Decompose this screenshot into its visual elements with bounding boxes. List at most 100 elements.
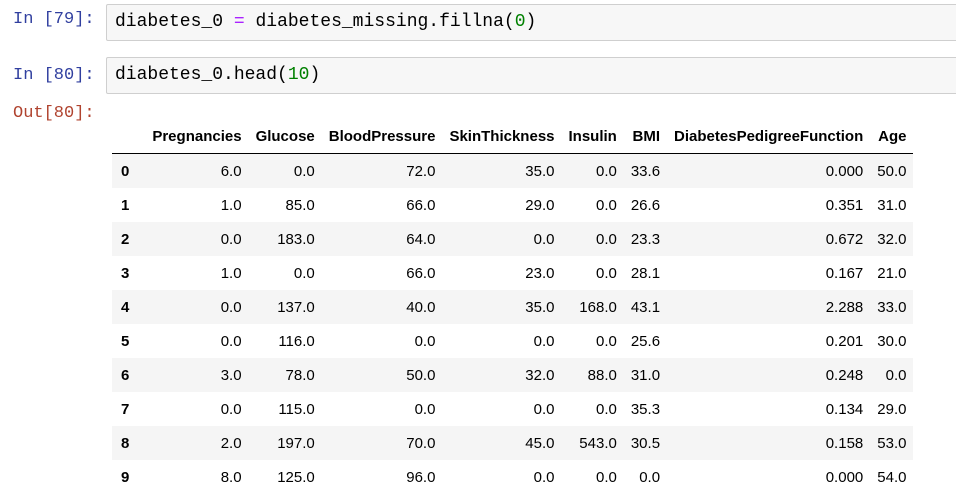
cell-glucose: 137.0 xyxy=(277,298,315,316)
cell-bmi: 30.5 xyxy=(630,434,661,452)
cell-skinthickness: 35.0 xyxy=(525,162,555,180)
code-paren: ) xyxy=(309,65,321,85)
code-operator: = xyxy=(233,12,245,32)
cell-glucose: 0.0 xyxy=(293,162,315,180)
cell-skinthickness: 29.0 xyxy=(525,196,555,214)
cell-bmi: 23.3 xyxy=(630,230,661,248)
table-row: 9 8.0 125.0 96.0 0.0 0.0 0.0 0.000 54.0 xyxy=(112,460,914,494)
cell-glucose: 125.0 xyxy=(277,468,315,486)
cell-diabetespedigreefunction: 0.351 xyxy=(825,196,864,214)
row-index: 7 xyxy=(121,400,130,418)
cell-pregnancies: 0.0 xyxy=(220,400,242,418)
cell-insulin: 0.0 xyxy=(595,196,617,214)
table-row: 6 3.0 78.0 50.0 32.0 88.0 31.0 0.248 0.0 xyxy=(112,358,914,392)
cell-glucose: 115.0 xyxy=(278,400,315,418)
cell-glucose: 78.0 xyxy=(285,366,315,384)
cell-insulin: 0.0 xyxy=(595,264,617,282)
column-header-diabetespedigreefunction: DiabetesPedigreeFunction xyxy=(667,120,871,154)
cell-skinthickness: 0.0 xyxy=(533,230,555,248)
table-body: 0 6.0 0.0 72.0 35.0 0.0 33.6 0.000 50.0 1 1.0 85.0 6… xyxy=(112,153,914,494)
row-index: 1 xyxy=(121,196,130,214)
row-index: 2 xyxy=(121,230,130,248)
code-call: diabetes_0.head( xyxy=(115,65,288,85)
code-cell-80[interactable]: diabetes_0.head(10) xyxy=(106,57,956,94)
cell-bmi: 0.0 xyxy=(639,468,661,486)
table-row: 8 2.0 197.0 70.0 45.0 543.0 30.5 0.158 53.0 xyxy=(112,426,914,460)
row-index: 9 xyxy=(121,468,130,486)
cell-age: 21.0 xyxy=(877,264,907,282)
code-call: diabetes_missing.fillna( xyxy=(255,12,515,32)
row-index: 8 xyxy=(121,434,130,452)
cell-glucose: 85.0 xyxy=(285,196,315,214)
cell-bmi: 31.0 xyxy=(630,366,661,384)
cell-pregnancies: 6.0 xyxy=(220,162,242,180)
cell-bmi: 33.6 xyxy=(630,162,661,180)
cell-bmi: 28.1 xyxy=(630,264,661,282)
cell-diabetespedigreefunction: 0.158 xyxy=(825,434,864,452)
cell-diabetespedigreefunction: 0.000 xyxy=(825,468,864,486)
cell-age: 29.0 xyxy=(877,400,907,418)
table-row: 0 6.0 0.0 72.0 35.0 0.0 33.6 0.000 50.0 xyxy=(112,153,914,188)
cell-age: 30.0 xyxy=(877,332,907,350)
cell-bloodpressure: 0.0 xyxy=(414,400,436,418)
table-row: 2 0.0 183.0 64.0 0.0 0.0 23.3 0.672 32.0 xyxy=(112,222,914,256)
cell-diabetespedigreefunction: 0.248 xyxy=(825,366,864,384)
cell-age: 50.0 xyxy=(877,162,907,180)
cell-age: 33.0 xyxy=(877,298,907,316)
cell-diabetespedigreefunction: 0.000 xyxy=(825,162,864,180)
column-header-age: Age xyxy=(870,120,914,154)
row-index: 6 xyxy=(121,366,130,384)
code-variable: diabetes_0 xyxy=(115,12,224,32)
cell-insulin: 0.0 xyxy=(595,400,617,418)
output-prompt-80: Out[80]: xyxy=(13,104,95,123)
cell-insulin: 0.0 xyxy=(595,332,617,350)
code-number: 10 xyxy=(287,65,310,85)
column-header-bmi: BMI xyxy=(623,120,668,154)
row-index: 0 xyxy=(121,162,130,180)
cell-skinthickness: 0.0 xyxy=(533,400,555,418)
column-header-glucose: Glucose xyxy=(248,120,322,154)
cell-pregnancies: 3.0 xyxy=(220,366,242,384)
cell-skinthickness: 23.0 xyxy=(525,264,555,282)
code-paren: ) xyxy=(525,12,537,32)
cell-bloodpressure: 96.0 xyxy=(406,468,436,486)
cell-skinthickness: 45.0 xyxy=(525,434,555,452)
cell-bmi: 26.6 xyxy=(630,196,661,214)
cell-glucose: 183.0 xyxy=(277,230,315,248)
cell-insulin: 0.0 xyxy=(595,162,617,180)
cell-insulin: 0.0 xyxy=(595,230,617,248)
table-row: 4 0.0 137.0 40.0 35.0 168.0 43.1 2.288 33.0 xyxy=(112,290,914,324)
cell-age: 0.0 xyxy=(885,366,907,384)
cell-skinthickness: 32.0 xyxy=(525,366,555,384)
cell-diabetespedigreefunction: 0.134 xyxy=(825,400,864,418)
row-index: 4 xyxy=(121,298,130,316)
dataframe-table: Pregnancies Glucose BloodPressure SkinTh… xyxy=(112,120,914,494)
cell-bloodpressure: 64.0 xyxy=(406,230,436,248)
cell-bmi: 35.3 xyxy=(630,400,661,418)
cell-skinthickness: 0.0 xyxy=(533,332,555,350)
cell-age: 54.0 xyxy=(877,468,907,486)
code-number: 0 xyxy=(514,12,526,32)
cell-age: 32.0 xyxy=(877,230,907,248)
cell-pregnancies: 1.0 xyxy=(220,196,242,214)
cell-diabetespedigreefunction: 0.672 xyxy=(825,230,864,248)
cell-bloodpressure: 50.0 xyxy=(406,366,436,384)
cell-pregnancies: 0.0 xyxy=(220,230,242,248)
cell-age: 53.0 xyxy=(877,434,907,452)
index-header xyxy=(112,120,146,154)
code-cell-79[interactable]: diabetes_0 = diabetes_missing.fillna(0) xyxy=(106,4,956,41)
cell-insulin: 0.0 xyxy=(595,468,617,486)
cell-bloodpressure: 72.0 xyxy=(406,162,436,180)
cell-pregnancies: 0.0 xyxy=(220,332,242,350)
input-prompt-80: In [80]: xyxy=(13,66,95,85)
cell-pregnancies: 0.0 xyxy=(220,298,242,316)
column-header-insulin: Insulin xyxy=(561,120,624,154)
cell-bloodpressure: 66.0 xyxy=(406,264,436,282)
cell-age: 31.0 xyxy=(877,196,907,214)
cell-bloodpressure: 66.0 xyxy=(406,196,436,214)
table-row: 1 1.0 85.0 66.0 29.0 0.0 26.6 0.351 31.0 xyxy=(112,188,914,222)
cell-diabetespedigreefunction: 0.201 xyxy=(825,332,864,350)
row-index: 3 xyxy=(121,264,130,282)
cell-glucose: 197.0 xyxy=(277,434,315,452)
